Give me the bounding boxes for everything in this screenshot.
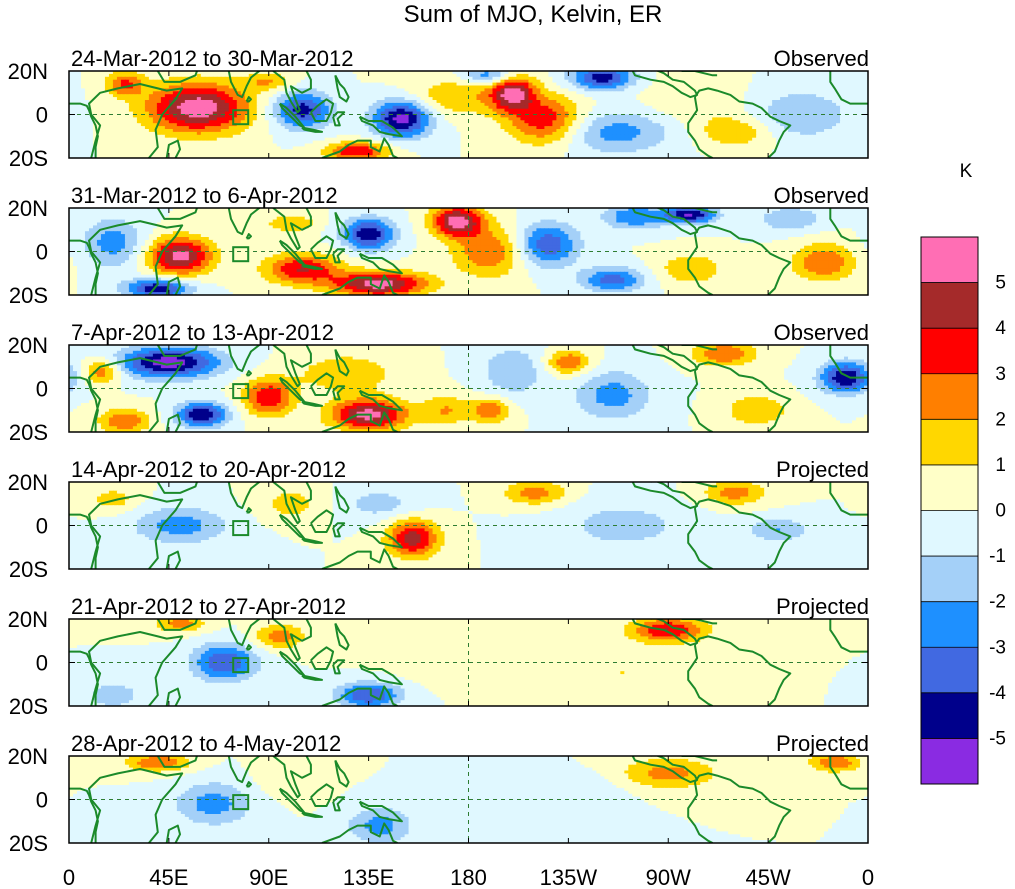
panel-status: Projected xyxy=(776,731,869,756)
x-axis: 0 45E 90E 135E 180 135W 90W 45W 0 xyxy=(63,865,874,889)
colorbar-label: -3 xyxy=(989,637,1006,658)
colorbar-label: 4 xyxy=(995,318,1006,339)
panels: 20N 0 20S 24-Mar-2012 to 30-Mar-2012 Observe… xyxy=(8,46,869,856)
colorbar-swatch xyxy=(921,373,978,420)
panel-status: Observed xyxy=(774,320,869,345)
region-box xyxy=(232,383,250,400)
anomaly-field xyxy=(69,756,868,843)
colorbar-swatch xyxy=(921,464,978,511)
colorbar-swatch xyxy=(921,328,978,375)
x-tick-label: 45W xyxy=(746,865,791,889)
y-tick-label: 20N xyxy=(8,59,48,84)
region-box xyxy=(232,246,250,263)
colorbar-label: -4 xyxy=(989,683,1006,704)
panel-status: Observed xyxy=(774,183,869,208)
coastlines xyxy=(69,208,868,295)
x-tick-label: 135E xyxy=(343,865,394,889)
region-box xyxy=(232,794,250,811)
y-tick-label: 20S xyxy=(9,557,48,582)
panel-3: 20N 0 20S 7-Apr-2012 to 13-Apr-2012 Observed xyxy=(8,320,869,445)
x-tick-label: 0 xyxy=(862,865,874,889)
colorbar-swatch xyxy=(921,282,978,329)
panel-date-range: 24-Mar-2012 to 30-Mar-2012 xyxy=(71,46,353,71)
panel-status: Projected xyxy=(776,457,869,482)
y-tick-label: 0 xyxy=(36,240,48,265)
anomaly-field xyxy=(69,345,868,432)
y-tick-label: 0 xyxy=(36,377,48,402)
x-tick-label: 180 xyxy=(450,865,487,889)
panel-2: 20N 0 20S 31-Mar-2012 to 6-Apr-2012 Observed xyxy=(8,183,869,308)
y-tick-label: 20N xyxy=(8,196,48,221)
y-tick-label: 20S xyxy=(9,831,48,856)
colorbar-label: -1 xyxy=(989,546,1006,567)
anomaly-field xyxy=(69,71,868,158)
colorbar-label: 0 xyxy=(995,501,1006,522)
region-box xyxy=(232,657,250,674)
y-tick-label: 20N xyxy=(8,607,48,632)
x-tick-label: 135W xyxy=(540,865,598,889)
colorbar-swatch xyxy=(921,237,978,284)
region-box xyxy=(232,109,250,126)
panel-1: 20N 0 20S 24-Mar-2012 to 30-Mar-2012 Observe… xyxy=(8,46,869,171)
y-tick-label: 0 xyxy=(36,514,48,539)
x-tick-label: 90E xyxy=(249,865,288,889)
anomaly-field xyxy=(69,619,868,706)
coastlines xyxy=(69,482,868,569)
colorbar-label: 3 xyxy=(995,364,1006,385)
colorbar-label: -5 xyxy=(989,728,1006,749)
colorbar-label: 5 xyxy=(995,273,1006,294)
x-tick-label: 45E xyxy=(149,865,188,889)
y-tick-label: 20N xyxy=(8,333,48,358)
panel-4: 20N 0 20S 14-Apr-2012 to 20-Apr-2012 Project… xyxy=(8,457,869,582)
colorbar-swatch xyxy=(921,601,978,648)
coastlines xyxy=(69,756,868,843)
colorbar-label: 1 xyxy=(995,455,1006,476)
colorbar-label: -2 xyxy=(989,592,1006,613)
x-tick-label: 0 xyxy=(63,865,75,889)
anomaly-field xyxy=(69,208,868,295)
panel-status: Observed xyxy=(774,46,869,71)
y-tick-label: 20N xyxy=(8,470,48,495)
colorbar-units: K xyxy=(960,161,973,182)
panel-status: Projected xyxy=(776,594,869,619)
y-tick-label: 20N xyxy=(8,744,48,769)
y-tick-label: 20S xyxy=(9,420,48,445)
colorbar-label: 2 xyxy=(995,409,1006,430)
y-tick-label: 20S xyxy=(9,694,48,719)
colorbar-swatch xyxy=(921,738,978,785)
colorbar-swatch xyxy=(921,419,978,466)
y-tick-label: 0 xyxy=(36,788,48,813)
panel-6: 20N 0 20S 28-Apr-2012 to 4-May-2012 Projecte… xyxy=(8,731,869,856)
y-tick-label: 20S xyxy=(9,146,48,171)
panel-date-range: 31-Mar-2012 to 6-Apr-2012 xyxy=(71,183,338,208)
colorbar-swatch xyxy=(921,647,978,694)
region-box xyxy=(232,520,250,537)
colorbar-swatch xyxy=(921,556,978,603)
y-tick-label: 0 xyxy=(36,651,48,676)
panel-date-range: 28-Apr-2012 to 4-May-2012 xyxy=(71,731,341,756)
colorbar-frame xyxy=(920,236,979,785)
y-tick-label: 0 xyxy=(36,103,48,128)
panel-date-range: 14-Apr-2012 to 20-Apr-2012 xyxy=(71,457,346,482)
chart-title: Sum of MJO, Kelvin, ER xyxy=(404,1,663,28)
colorbar-swatch xyxy=(921,510,978,557)
colorbar-swatch xyxy=(921,692,978,739)
y-tick-label: 20S xyxy=(9,283,48,308)
panel-date-range: 7-Apr-2012 to 13-Apr-2012 xyxy=(71,320,334,345)
anomaly-field xyxy=(69,482,868,569)
panel-5: 20N 0 20S 21-Apr-2012 to 27-Apr-2012 Project… xyxy=(8,594,869,719)
colorbar: 5 4 3 2 1 0 -1 -2 -3 -4 -5 K xyxy=(920,161,1006,785)
panel-date-range: 21-Apr-2012 to 27-Apr-2012 xyxy=(71,594,346,619)
x-tick-label: 90W xyxy=(646,865,691,889)
